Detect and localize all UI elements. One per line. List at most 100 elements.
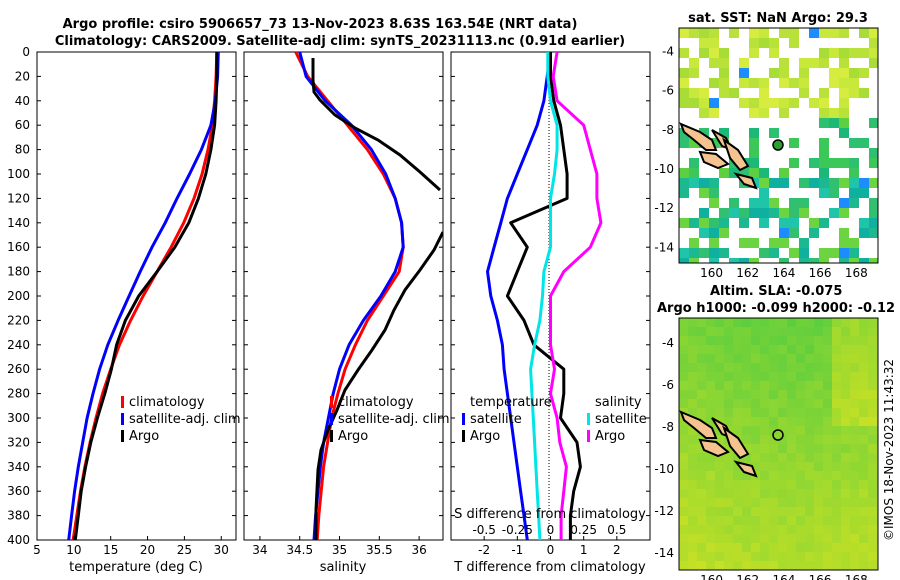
sla-cell: [796, 345, 805, 354]
sst-cell: [819, 108, 829, 118]
sla-cell: [715, 552, 724, 561]
sst-cell: [769, 98, 779, 108]
sla-cell: [823, 561, 832, 570]
sst-cell: [779, 228, 789, 238]
sla-cell: [706, 534, 715, 543]
sla-cell: [724, 318, 733, 327]
sst-cell: [819, 48, 829, 58]
series-line-temperature-satellite: [486, 52, 552, 540]
sla-cell: [796, 354, 805, 363]
sla-cell: [868, 336, 877, 345]
sla-cell: [706, 453, 715, 462]
sla-cell: [796, 363, 805, 372]
sla-cell: [859, 471, 868, 480]
sst-cell: [859, 48, 869, 58]
map-x-tick: 164: [772, 573, 795, 580]
sla-cell: [760, 453, 769, 462]
sla-cell: [688, 345, 697, 354]
sla-cell: [841, 489, 850, 498]
sst-cell: [849, 238, 859, 248]
x-tick-label: -1: [511, 543, 523, 557]
sst-cell: [749, 48, 759, 58]
sla-cell: [805, 525, 814, 534]
sst-cell: [679, 218, 689, 228]
series-line-salinity-argo: [549, 52, 603, 540]
difference-series: [486, 52, 603, 540]
sla-cell: [841, 444, 850, 453]
sst-cell: [849, 88, 859, 98]
sla-cell: [805, 426, 814, 435]
sst-cell: [869, 118, 878, 128]
sla-cell: [850, 399, 859, 408]
sla-cell: [751, 417, 760, 426]
sla-cell: [796, 390, 805, 399]
sla-cell: [832, 516, 841, 525]
sla-cell: [823, 363, 832, 372]
legend-marker-s-argo: [587, 430, 590, 442]
sst-cell: [749, 38, 759, 48]
sla-cell: [832, 345, 841, 354]
salinity-series: [294, 52, 405, 540]
sst-cell: [759, 188, 769, 198]
sst-cell: [789, 248, 799, 258]
sla-cell: [742, 426, 751, 435]
sla-cell: [778, 543, 787, 552]
sla-cell: [841, 354, 850, 363]
sla-cell: [733, 327, 742, 336]
sst-cell: [769, 208, 779, 218]
sla-cell: [751, 345, 760, 354]
sla-cell: [814, 543, 823, 552]
sla-cell: [706, 516, 715, 525]
sla-cell: [751, 363, 760, 372]
sla-cell: [697, 327, 706, 336]
sst-cell: [759, 78, 769, 88]
sst-cell: [739, 238, 749, 248]
sla-cell: [814, 489, 823, 498]
sla-cell: [796, 435, 805, 444]
sst-cell: [749, 28, 759, 38]
sla-cell: [778, 426, 787, 435]
sla-cell: [778, 444, 787, 453]
sla-cell: [760, 417, 769, 426]
x-tick-label: 5: [33, 543, 41, 557]
sla-cell: [769, 453, 778, 462]
depth-tick-label: 260: [7, 362, 30, 376]
sla-cell: [823, 453, 832, 462]
sla-cell: [787, 516, 796, 525]
sla-cell: [796, 471, 805, 480]
sst-cell: [719, 168, 729, 178]
sla-cell: [679, 507, 688, 516]
sla-cell: [760, 525, 769, 534]
sla-cell: [733, 345, 742, 354]
sla-cell: [832, 525, 841, 534]
sla-cell: [742, 525, 751, 534]
sla-cell: [742, 552, 751, 561]
sla-cell: [823, 318, 832, 327]
sla-cell: [796, 507, 805, 516]
sla-cell: [868, 471, 877, 480]
sla-cell: [823, 327, 832, 336]
legend-t-satellite: satellite: [470, 412, 522, 427]
sla-cell: [724, 444, 733, 453]
sla-cell: [742, 516, 751, 525]
sla-cell: [814, 498, 823, 507]
sla-cell: [859, 327, 868, 336]
sla-cell: [688, 426, 697, 435]
map-x-tick: 168: [845, 573, 868, 580]
sla-cell: [724, 336, 733, 345]
sla-cell: [760, 327, 769, 336]
sla-cell: [778, 354, 787, 363]
sla-cell: [688, 543, 697, 552]
sst-cell: [859, 258, 869, 263]
sla-cell: [724, 516, 733, 525]
sla-cell: [778, 372, 787, 381]
sla-cell: [850, 345, 859, 354]
sla-cell: [805, 471, 814, 480]
sla-cell: [778, 507, 787, 516]
sla-cell: [868, 372, 877, 381]
sla-cell: [751, 525, 760, 534]
sla-cell: [814, 516, 823, 525]
sst-cell: [749, 258, 759, 263]
sla-cell: [751, 435, 760, 444]
sla-cell: [679, 534, 688, 543]
